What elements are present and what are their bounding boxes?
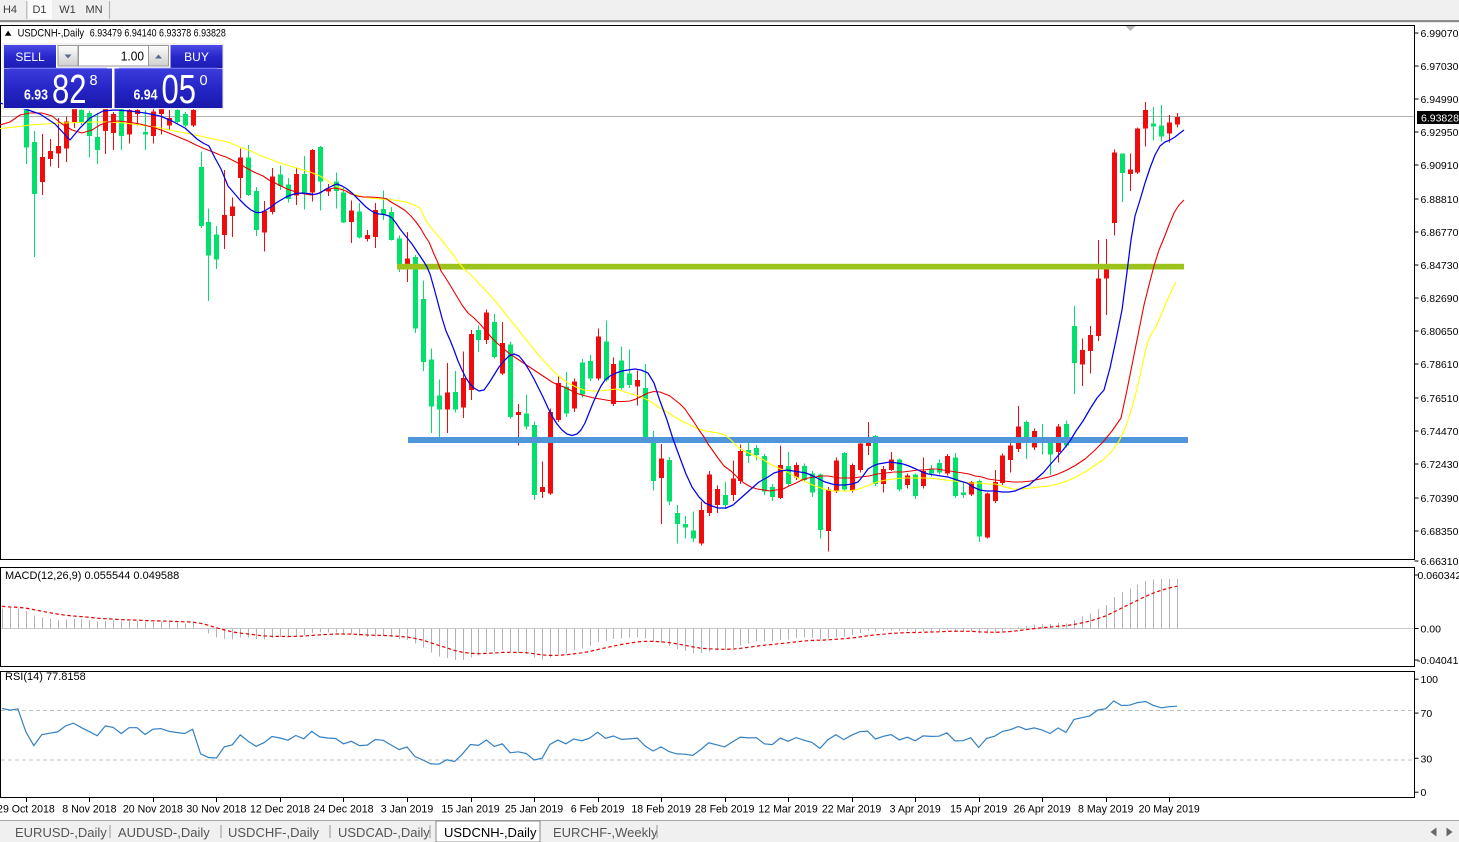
svg-text:29 Oct 2018: 29 Oct 2018 (0, 804, 55, 816)
svg-text:20 Nov 2018: 20 Nov 2018 (123, 804, 183, 816)
svg-text:MN: MN (85, 4, 102, 16)
svg-text:H4: H4 (3, 4, 17, 16)
svg-text:18 Feb 2019: 18 Feb 2019 (631, 804, 691, 816)
svg-text:6.93828: 6.93828 (1421, 113, 1459, 125)
svg-text:0: 0 (1421, 787, 1427, 799)
svg-text:USDCHF-,Daily: USDCHF-,Daily (228, 825, 320, 840)
svg-text:6.92950: 6.92950 (1421, 127, 1459, 139)
svg-text:8: 8 (90, 73, 98, 89)
svg-text:12 Dec 2018: 12 Dec 2018 (250, 804, 310, 816)
svg-text:3 Apr 2019: 3 Apr 2019 (890, 804, 941, 816)
svg-text:0.00: 0.00 (1421, 624, 1442, 636)
svg-text:SELL: SELL (15, 50, 45, 64)
svg-text:D1: D1 (32, 4, 46, 16)
svg-text:6.76510: 6.76510 (1421, 393, 1459, 405)
svg-text:6.68350: 6.68350 (1421, 526, 1459, 538)
svg-text:0.060342: 0.060342 (1418, 570, 1459, 582)
svg-text:-0.040415: -0.040415 (1417, 655, 1459, 667)
svg-text:15 Jan 2019: 15 Jan 2019 (441, 804, 499, 816)
svg-text:30 Nov 2018: 30 Nov 2018 (186, 804, 246, 816)
svg-text:6.82690: 6.82690 (1421, 293, 1459, 305)
svg-text:6.84730: 6.84730 (1421, 260, 1459, 272)
svg-text:82: 82 (52, 66, 87, 112)
svg-text:8 Nov 2018: 8 Nov 2018 (62, 804, 116, 816)
svg-text:6.97030: 6.97030 (1421, 61, 1459, 73)
svg-text:USDCNH-,Daily: USDCNH-,Daily (18, 27, 85, 39)
svg-text:USDCAD-,Daily: USDCAD-,Daily (338, 825, 430, 840)
svg-text:6.80650: 6.80650 (1421, 326, 1459, 338)
svg-text:6.90910: 6.90910 (1421, 160, 1459, 172)
svg-text:24 Dec 2018: 24 Dec 2018 (313, 804, 373, 816)
svg-text:6.78610: 6.78610 (1421, 359, 1459, 371)
svg-text:BUY: BUY (184, 50, 209, 64)
svg-text:20 May 2019: 20 May 2019 (1139, 804, 1200, 816)
svg-text:6.70390: 6.70390 (1421, 493, 1459, 505)
svg-text:22 Mar 2019: 22 Mar 2019 (822, 804, 882, 816)
svg-text:100: 100 (1421, 674, 1439, 686)
svg-text:6.74470: 6.74470 (1421, 426, 1459, 438)
svg-text:EURCHF-,Weekly: EURCHF-,Weekly (553, 825, 658, 840)
svg-text:70: 70 (1421, 708, 1433, 720)
svg-text:12 Mar 2019: 12 Mar 2019 (758, 804, 818, 816)
svg-text:0: 0 (200, 73, 208, 89)
svg-text:1.00: 1.00 (121, 49, 144, 64)
svg-text:USDCNH-,Daily: USDCNH-,Daily (444, 825, 537, 840)
svg-text:6.99070: 6.99070 (1421, 28, 1459, 40)
svg-text:6.86770: 6.86770 (1421, 227, 1459, 239)
svg-text:6.72430: 6.72430 (1421, 459, 1459, 471)
svg-text:25 Jan 2019: 25 Jan 2019 (505, 804, 563, 816)
svg-text:6 Feb 2019: 6 Feb 2019 (571, 804, 625, 816)
svg-text:6.94990: 6.94990 (1421, 94, 1459, 106)
svg-text:6.93479 6.94140 6.93378 6.9382: 6.93479 6.94140 6.93378 6.93828 (90, 27, 226, 39)
svg-text:RSI(14) 77.8158: RSI(14) 77.8158 (5, 671, 86, 683)
svg-text:3 Jan 2019: 3 Jan 2019 (381, 804, 434, 816)
svg-text:W1: W1 (59, 4, 76, 16)
svg-text:28 Feb 2019: 28 Feb 2019 (695, 804, 755, 816)
svg-text:05: 05 (162, 66, 197, 112)
svg-text:26 Apr 2019: 26 Apr 2019 (1014, 804, 1071, 816)
svg-text:6.66310: 6.66310 (1421, 556, 1459, 568)
svg-text:6.94: 6.94 (134, 87, 159, 104)
svg-text:MACD(12,26,9) 0.055544 0.04958: MACD(12,26,9) 0.055544 0.049588 (5, 570, 179, 582)
svg-text:8 May 2019: 8 May 2019 (1078, 804, 1133, 816)
svg-text:30: 30 (1421, 753, 1433, 765)
svg-text:15 Apr 2019: 15 Apr 2019 (950, 804, 1007, 816)
svg-text:6.88810: 6.88810 (1421, 194, 1459, 206)
svg-text:6.93: 6.93 (24, 87, 48, 104)
svg-text:EURUSD-,Daily: EURUSD-,Daily (15, 825, 107, 840)
svg-text:AUDUSD-,Daily: AUDUSD-,Daily (118, 825, 210, 840)
